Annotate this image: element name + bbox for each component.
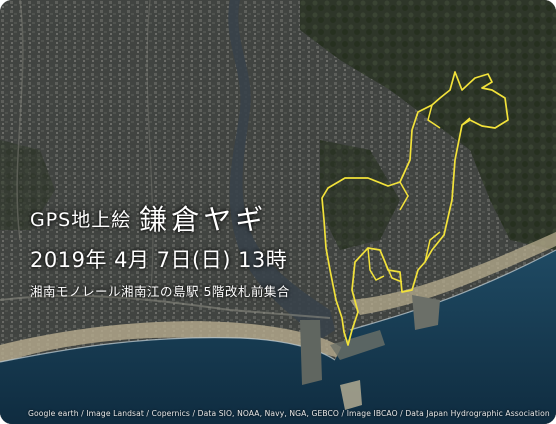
title-prefix: GPS地上絵: [30, 209, 132, 231]
gps-route: [321, 71, 509, 346]
title-main: 鎌倉ヤギ: [139, 203, 268, 236]
map-title: GPS地上絵 鎌倉ヤギ: [30, 198, 267, 238]
event-date: 2019年 4月 7日(日) 13時: [30, 248, 288, 272]
meeting-place: 湘南モノレール湘南江の島駅 5階改札前集合: [30, 284, 290, 299]
attribution: Google earth / Image Landsat / Copernics…: [28, 409, 550, 418]
